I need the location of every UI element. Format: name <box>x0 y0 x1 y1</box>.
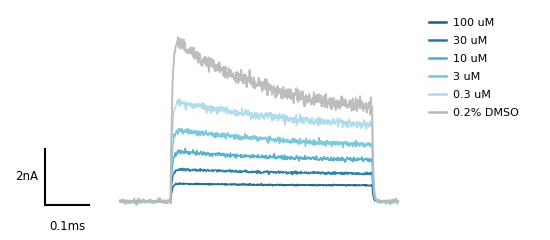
Text: 2nA: 2nA <box>15 170 38 183</box>
Text: 0.1ms: 0.1ms <box>49 220 85 234</box>
Legend: 100 uM, 30 uM, 10 uM, 3 uM, 0.3 uM, 0.2% DMSO: 100 uM, 30 uM, 10 uM, 3 uM, 0.3 uM, 0.2%… <box>424 13 523 122</box>
